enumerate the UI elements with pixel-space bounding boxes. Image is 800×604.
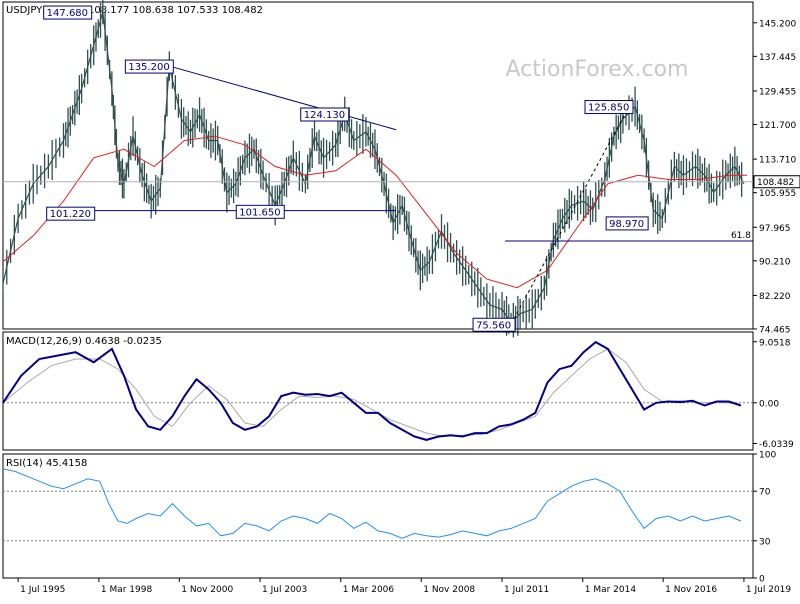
price-label: 135.200 bbox=[128, 62, 169, 73]
price-label: 101.650 bbox=[239, 207, 280, 218]
macd-signal-line bbox=[2, 348, 735, 438]
y-tick-label: 0 bbox=[759, 575, 765, 585]
y-tick-label: 137.445 bbox=[759, 53, 796, 63]
price-label: 75.560 bbox=[476, 320, 511, 331]
price-label-box bbox=[235, 204, 285, 219]
x-tick-label: 1 Nov 2008 bbox=[423, 585, 475, 595]
y-tick-label: 100 bbox=[759, 451, 776, 461]
rsi-panel: RSI(14) 45.4158 100 70 30 0 bbox=[2, 451, 776, 585]
macd-main-line bbox=[2, 340, 742, 441]
price-label: 147.680 bbox=[47, 8, 88, 19]
x-tick-label: 1 Jul 1995 bbox=[20, 585, 65, 595]
y-tick-label: 97.965 bbox=[759, 224, 791, 234]
x-tick-label: 1 Mar 1998 bbox=[101, 585, 153, 595]
current-price-box bbox=[753, 175, 800, 189]
x-tick-label: 1 Nov 2000 bbox=[181, 585, 233, 595]
trend-line bbox=[510, 106, 630, 325]
x-tick-label: 1 Jul 2003 bbox=[262, 585, 307, 595]
current-price-marker: 108.482 bbox=[3, 175, 800, 189]
time-axis: 1 Jul 1995 1 Mar 1998 1 Nov 2000 1 Jul 2003… bbox=[17, 578, 791, 595]
moving-average bbox=[2, 135, 747, 289]
price-label-box bbox=[300, 107, 350, 122]
rsi-title: RSI(14) 45.4158 bbox=[6, 458, 87, 469]
ohlc-values: 108.177 108.638 107.533 108.482 bbox=[88, 5, 263, 16]
y-tick-label: 0.00 bbox=[759, 399, 779, 409]
price-label: 101.220 bbox=[50, 209, 91, 220]
price-label: 125.850 bbox=[588, 103, 629, 114]
price-panel: ActionForex.com USDJPY,Monthly 108.177 1… bbox=[2, 0, 800, 338]
y-tick-label: 121.700 bbox=[759, 121, 796, 131]
macd-y-axis: 9.0518 0.00 -6.0339 bbox=[753, 338, 794, 450]
price-labels: 147.680 135.200 124.130 101.220 101.650 75.56… bbox=[43, 5, 649, 332]
price-label-box bbox=[605, 216, 649, 231]
price-label: 124.130 bbox=[304, 110, 345, 121]
x-tick-label: 1 Jul 2019 bbox=[746, 585, 791, 595]
rsi-line bbox=[2, 468, 742, 539]
macd-panel: MACD(12,26,9) 0.4638 -0.0235 9.0518 0.00 -… bbox=[2, 331, 794, 451]
x-tick-label: 1 Mar 2014 bbox=[585, 585, 637, 595]
y-tick-label: -6.0339 bbox=[759, 440, 794, 450]
watermark-text: ActionForex.com bbox=[506, 57, 689, 82]
current-price-label: 108.482 bbox=[757, 178, 794, 188]
price-label-box bbox=[124, 59, 174, 74]
y-tick-label: 113.710 bbox=[759, 156, 796, 166]
y-tick-label: 129.455 bbox=[759, 87, 796, 97]
price-label: 98.970 bbox=[609, 219, 644, 230]
price-label-box bbox=[43, 5, 93, 20]
fib-level-label: 61.8 bbox=[731, 231, 751, 241]
x-tick-label: 1 Nov 2016 bbox=[665, 585, 717, 595]
rsi-y-axis: 100 70 30 0 bbox=[753, 451, 776, 585]
y-tick-label: 90.210 bbox=[759, 257, 791, 267]
macd-lines bbox=[2, 340, 753, 441]
rsi-lines bbox=[2, 468, 753, 542]
y-tick-label: 9.0518 bbox=[759, 338, 791, 348]
y-tick-label: 30 bbox=[759, 537, 771, 547]
macd-title: MACD(12,26,9) 0.4638 -0.0235 bbox=[6, 336, 162, 347]
y-tick-label: 105.955 bbox=[759, 189, 796, 199]
price-label-box bbox=[472, 317, 516, 332]
y-tick-label: 70 bbox=[759, 488, 771, 498]
price-y-axis: 145.200 137.445 129.455 121.700 113.710 105.9… bbox=[753, 19, 796, 336]
price-label-box bbox=[584, 100, 634, 115]
x-tick-label: 1 Jul 2011 bbox=[504, 585, 549, 595]
x-tick-label: 1 Mar 2006 bbox=[343, 585, 395, 595]
price-label-box bbox=[46, 206, 96, 221]
ma-line bbox=[2, 135, 747, 289]
y-tick-label: 145.200 bbox=[759, 19, 796, 29]
y-tick-label: 74.465 bbox=[759, 326, 791, 336]
trend-line bbox=[169, 65, 397, 131]
price-bars bbox=[2, 0, 745, 338]
y-tick-label: 82.220 bbox=[759, 292, 791, 302]
trend-lines bbox=[93, 65, 753, 325]
